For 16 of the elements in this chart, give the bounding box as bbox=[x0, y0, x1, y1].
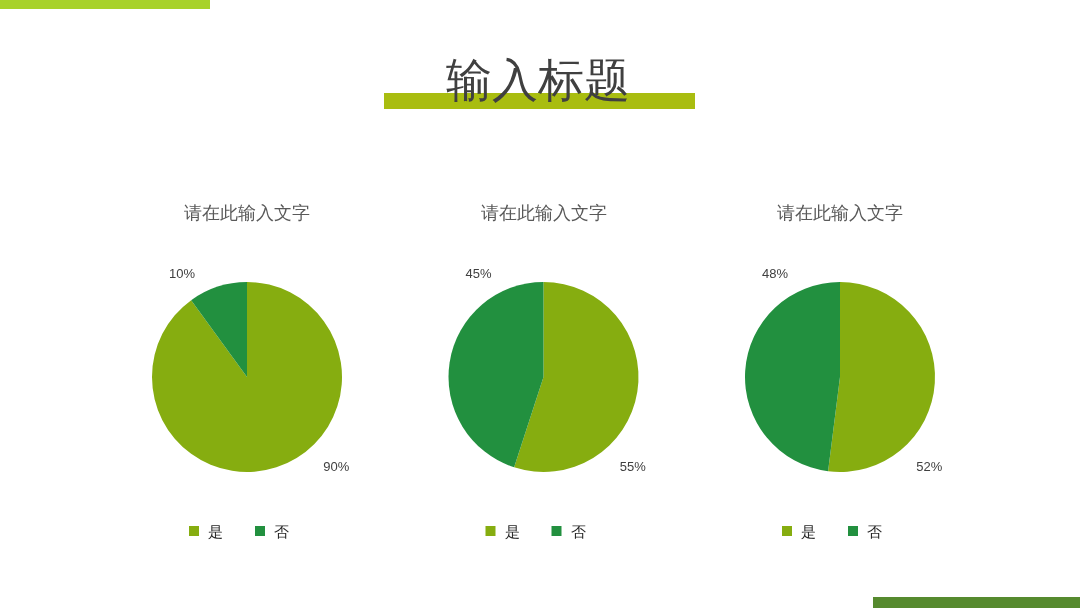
legend-label: 是 bbox=[801, 522, 816, 540]
legend-label: 是 bbox=[504, 522, 520, 540]
legend-label: 否 bbox=[570, 522, 586, 540]
legend-label: 是 bbox=[208, 522, 223, 540]
chart-title: 请在此输入文字 bbox=[480, 203, 607, 223]
legend-label: 否 bbox=[274, 522, 289, 540]
data-label: 90% bbox=[323, 458, 350, 474]
chart-title: 请在此输入文字 bbox=[777, 203, 903, 223]
data-label: 45% bbox=[465, 265, 492, 281]
data-label: 10% bbox=[169, 265, 196, 281]
data-label: 48% bbox=[762, 265, 789, 281]
legend-label: 否 bbox=[867, 522, 882, 540]
text: 输入标题 bbox=[446, 54, 630, 106]
data-label: 55% bbox=[619, 458, 647, 474]
data-label: 52% bbox=[916, 458, 943, 474]
chart-title: 请在此输入文字 bbox=[184, 203, 310, 223]
